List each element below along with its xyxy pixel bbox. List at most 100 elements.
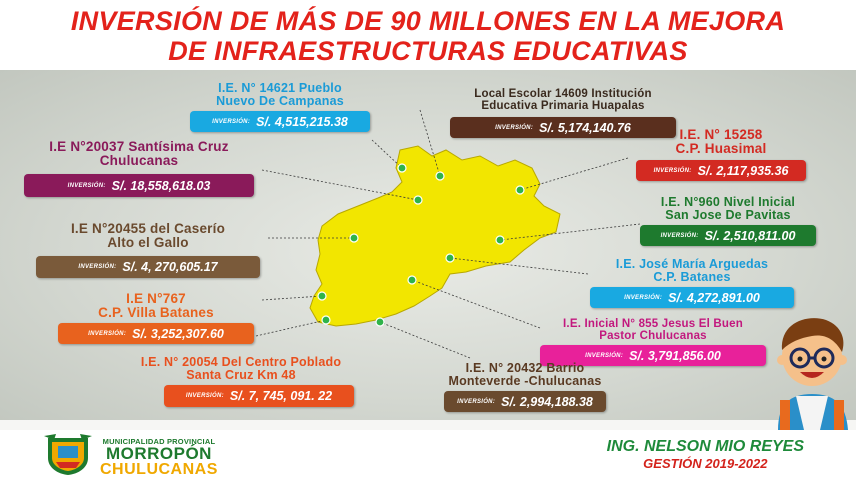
project-name-line: C.P. Villa Batanes	[98, 305, 214, 320]
mayor-name: ING. NELSON MIO REYES	[606, 438, 804, 455]
school-point	[349, 233, 359, 243]
investment-label: INVERSIÓN:	[585, 352, 624, 359]
investment-pill: INVERSIÓN: S/. 7, 745, 091. 22	[164, 385, 354, 407]
project-name: Local Escolar 14609 Institución Educativ…	[450, 88, 676, 112]
project-name-line: Monteverde -Chulucanas	[448, 374, 602, 388]
school-point	[397, 163, 407, 173]
investment-label: INVERSIÓN:	[457, 398, 496, 405]
project-card: I.E. N°960 Nivel Inicial San Jose De Pav…	[640, 196, 816, 246]
investment-amount: S/. 3,252,307.60	[132, 326, 224, 341]
investment-amount: S/. 2,510,811.00	[704, 228, 796, 243]
project-card: I.E. N° 20054 Del Centro Poblado Santa C…	[116, 356, 366, 407]
investment-label: INVERSIÓN:	[88, 330, 127, 337]
leader-line	[419, 109, 441, 177]
leader-line	[449, 257, 589, 275]
project-card: I.E N°767 C.P. Villa Batanes INVERSIÓN: …	[58, 292, 254, 344]
student-illustration	[777, 318, 848, 430]
project-name: I.E N°767 C.P. Villa Batanes	[58, 292, 254, 320]
leader-line	[519, 157, 629, 191]
investment-label: INVERSIÓN:	[78, 264, 117, 270]
title-line-1: INVERSIÓN DE MÁS DE 90 MILLONES EN LA ME…	[70, 6, 786, 36]
project-name-line: Pastor Chulucanas	[599, 330, 707, 342]
investment-label: INVERSIÓN:	[660, 232, 699, 239]
municipal-crest-logo	[44, 434, 92, 475]
investment-amount: S/. 2,117,935.36	[697, 163, 789, 178]
investment-amount: S/. 7, 745, 091. 22	[229, 389, 333, 403]
project-name-line: I.E. José María Arguedas	[615, 257, 769, 271]
school-point	[515, 185, 525, 195]
project-name-line: Alto el Gallo	[107, 235, 189, 250]
project-name-line: I.E. N° 14621 Pueblo	[218, 81, 342, 95]
investment-label: INVERSIÓN:	[624, 294, 663, 301]
leader-lines	[255, 109, 641, 359]
investment-amount: S/. 5,174,140.76	[539, 120, 631, 135]
project-card: I.E. José María Arguedas C.P. Batanes IN…	[590, 258, 794, 308]
project-name: I.E. N° 20432 Barrio Monteverde -Chuluca…	[420, 362, 630, 388]
investment-pill: INVERSIÓN: S/. 18,558,618.03	[24, 174, 254, 197]
investment-amount: S/. 3,791,856.00	[629, 348, 721, 363]
investment-pill: INVERSIÓN: S/. 2,994,188.38	[444, 391, 606, 412]
investment-label: INVERSIÓN:	[212, 118, 251, 125]
investment-pill: INVERSIÓN: S/. 4,515,215.38	[190, 111, 370, 132]
project-name-line: Educativa Primaria Huapalas	[481, 100, 645, 112]
investment-label: INVERSIÓN:	[653, 167, 692, 174]
project-card: I.E N°20037 Santísima Cruz Chulucanas IN…	[24, 140, 254, 197]
school-point	[317, 291, 327, 301]
leader-line	[371, 139, 403, 169]
leader-line	[499, 223, 641, 241]
project-name-line: I.E. N° 20432 Barrio	[465, 361, 585, 375]
municipality-line-1: MUNICIPALIDAD PROVINCIAL	[102, 437, 216, 446]
project-card: I.E N°20455 del Caserío Alto el Gallo IN…	[36, 222, 260, 278]
project-card: Local Escolar 14609 Institución Educativ…	[450, 88, 676, 138]
mayor-signature: ING. NELSON MIO REYES GESTIÓN 2019-2022	[607, 438, 804, 471]
investment-pill: INVERSIÓN: S/. 2,117,935.36	[636, 160, 806, 181]
project-name-line: San Jose De Pavitas	[665, 208, 791, 222]
investment-label: INVERSIÓN:	[67, 182, 106, 189]
school-point	[413, 195, 423, 205]
title-line-2: DE INFRAESTRUCTURAS EDUCATIVAS	[168, 36, 688, 66]
project-name: I.E. N° 15258 C.P. Huasimal	[636, 128, 806, 156]
project-card: I.E. N° 15258 C.P. Huasimal INVERSIÓN: S…	[636, 128, 806, 181]
project-name-line: I.E N°767	[126, 291, 186, 306]
footer-band	[0, 430, 856, 481]
investment-amount: S/. 4,272,891.00	[668, 290, 760, 305]
project-name-line: I.E. N° 20054 Del Centro Poblado	[140, 355, 342, 369]
school-point	[495, 235, 505, 245]
project-name-line: Chulucanas	[99, 153, 179, 168]
school-point	[445, 253, 455, 263]
project-name: I.E N°20455 del Caserío Alto el Gallo	[36, 222, 260, 250]
investment-amount: S/. 18,558,618.03	[111, 178, 211, 193]
project-name-line: I.E N°20037 Santísima Cruz	[49, 139, 229, 154]
investment-pill: INVERSIÓN: S/. 4,272,891.00	[590, 287, 794, 308]
investment-pill: INVERSIÓN: S/. 5,174,140.76	[450, 117, 676, 138]
school-point	[375, 317, 385, 327]
project-name: I.E. José María Arguedas C.P. Batanes	[590, 258, 794, 284]
project-name: I.E. N° 14621 Pueblo Nuevo De Campanas	[190, 82, 370, 108]
school-point	[435, 171, 445, 181]
project-card: I.E. N° 14621 Pueblo Nuevo De Campanas I…	[190, 82, 370, 132]
page-title: INVERSIÓN DE MÁS DE 90 MILLONES EN LA ME…	[0, 6, 856, 66]
investment-amount: S/. 4, 270,605.17	[122, 260, 218, 274]
leader-line	[255, 319, 327, 337]
term-period: GESTIÓN 2019-2022	[643, 456, 768, 471]
investment-amount: S/. 2,994,188.38	[501, 394, 593, 409]
school-point	[407, 275, 417, 285]
investment-pill: INVERSIÓN: S/. 3,252,307.60	[58, 323, 254, 344]
municipality-name: MUNICIPALIDAD PROVINCIAL MORROPÓN CHULUC…	[100, 437, 218, 478]
project-name: I.E. N°960 Nivel Inicial San Jose De Pav…	[640, 196, 816, 222]
school-point	[321, 315, 331, 325]
project-name: I.E N°20037 Santísima Cruz Chulucanas	[24, 140, 254, 168]
investment-label: INVERSIÓN:	[495, 124, 534, 131]
project-name-line: C.P. Batanes	[653, 270, 731, 284]
map-territory	[309, 145, 561, 327]
municipality-line-2: MORROPÓN	[105, 444, 212, 463]
investment-pill: INVERSIÓN: S/. 4, 270,605.17	[36, 256, 260, 278]
project-name-line: I.E N°20455 del Caserío	[70, 221, 226, 236]
project-name: I.E. N° 20054 Del Centro Poblado Santa C…	[116, 356, 366, 382]
investment-label: INVERSIÓN:	[185, 393, 224, 399]
project-card: I.E. N° 20432 Barrio Monteverde -Chuluca…	[420, 362, 630, 412]
project-name-line: I.E. N°960 Nivel Inicial	[660, 195, 796, 209]
project-name-line: I.E. Inicial N° 855 Jesus El Buen	[563, 318, 743, 330]
